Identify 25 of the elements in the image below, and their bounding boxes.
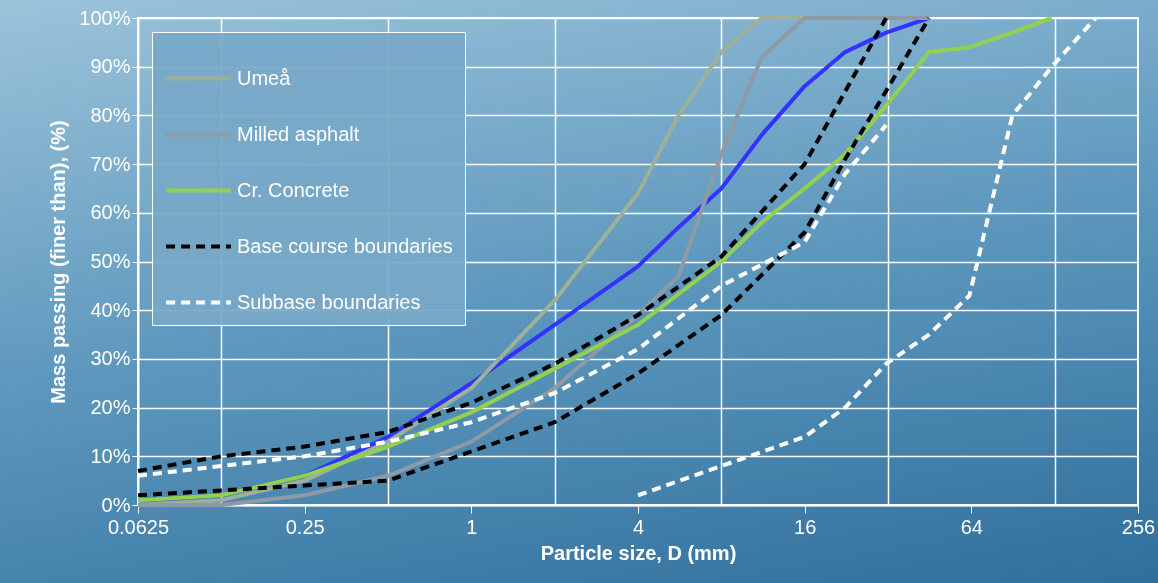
x-axis-title: Particle size, D (mm) (540, 541, 737, 564)
x-tick-label: 256 (1121, 515, 1156, 538)
legend-label: Subbase boundaries (237, 290, 421, 313)
x-tick-label: 16 (794, 515, 817, 538)
legend-label: Umeå (237, 66, 292, 89)
legend-label: Cr. Concrete (237, 178, 350, 201)
y-tick-label: 30% (90, 347, 131, 370)
y-tick-label: 70% (90, 152, 131, 175)
legend-label: Base course boundaries (237, 234, 453, 257)
y-tick-label: 80% (90, 103, 131, 126)
y-tick-label: 20% (90, 396, 131, 419)
x-tick-label: 4 (632, 515, 645, 538)
y-tick-label: 50% (90, 250, 131, 272)
y-tick-label: 10% (90, 444, 131, 467)
x-tick-label: 64 (960, 515, 983, 538)
x-tick-label: 0.25 (285, 515, 325, 538)
y-tick-label: 40% (90, 298, 131, 321)
y-axis-title: Mass passing (finer than), (%) (47, 120, 70, 404)
x-tick-label: 1 (466, 515, 478, 538)
x-tick-label: 0.0625 (107, 515, 170, 538)
y-tick-label: 100% (79, 6, 131, 29)
y-tick-label: 90% (90, 55, 131, 78)
legend-label: Milled asphalt (237, 122, 360, 145)
y-tick-label: 0% (101, 493, 131, 516)
y-tick-label: 60% (90, 201, 131, 224)
